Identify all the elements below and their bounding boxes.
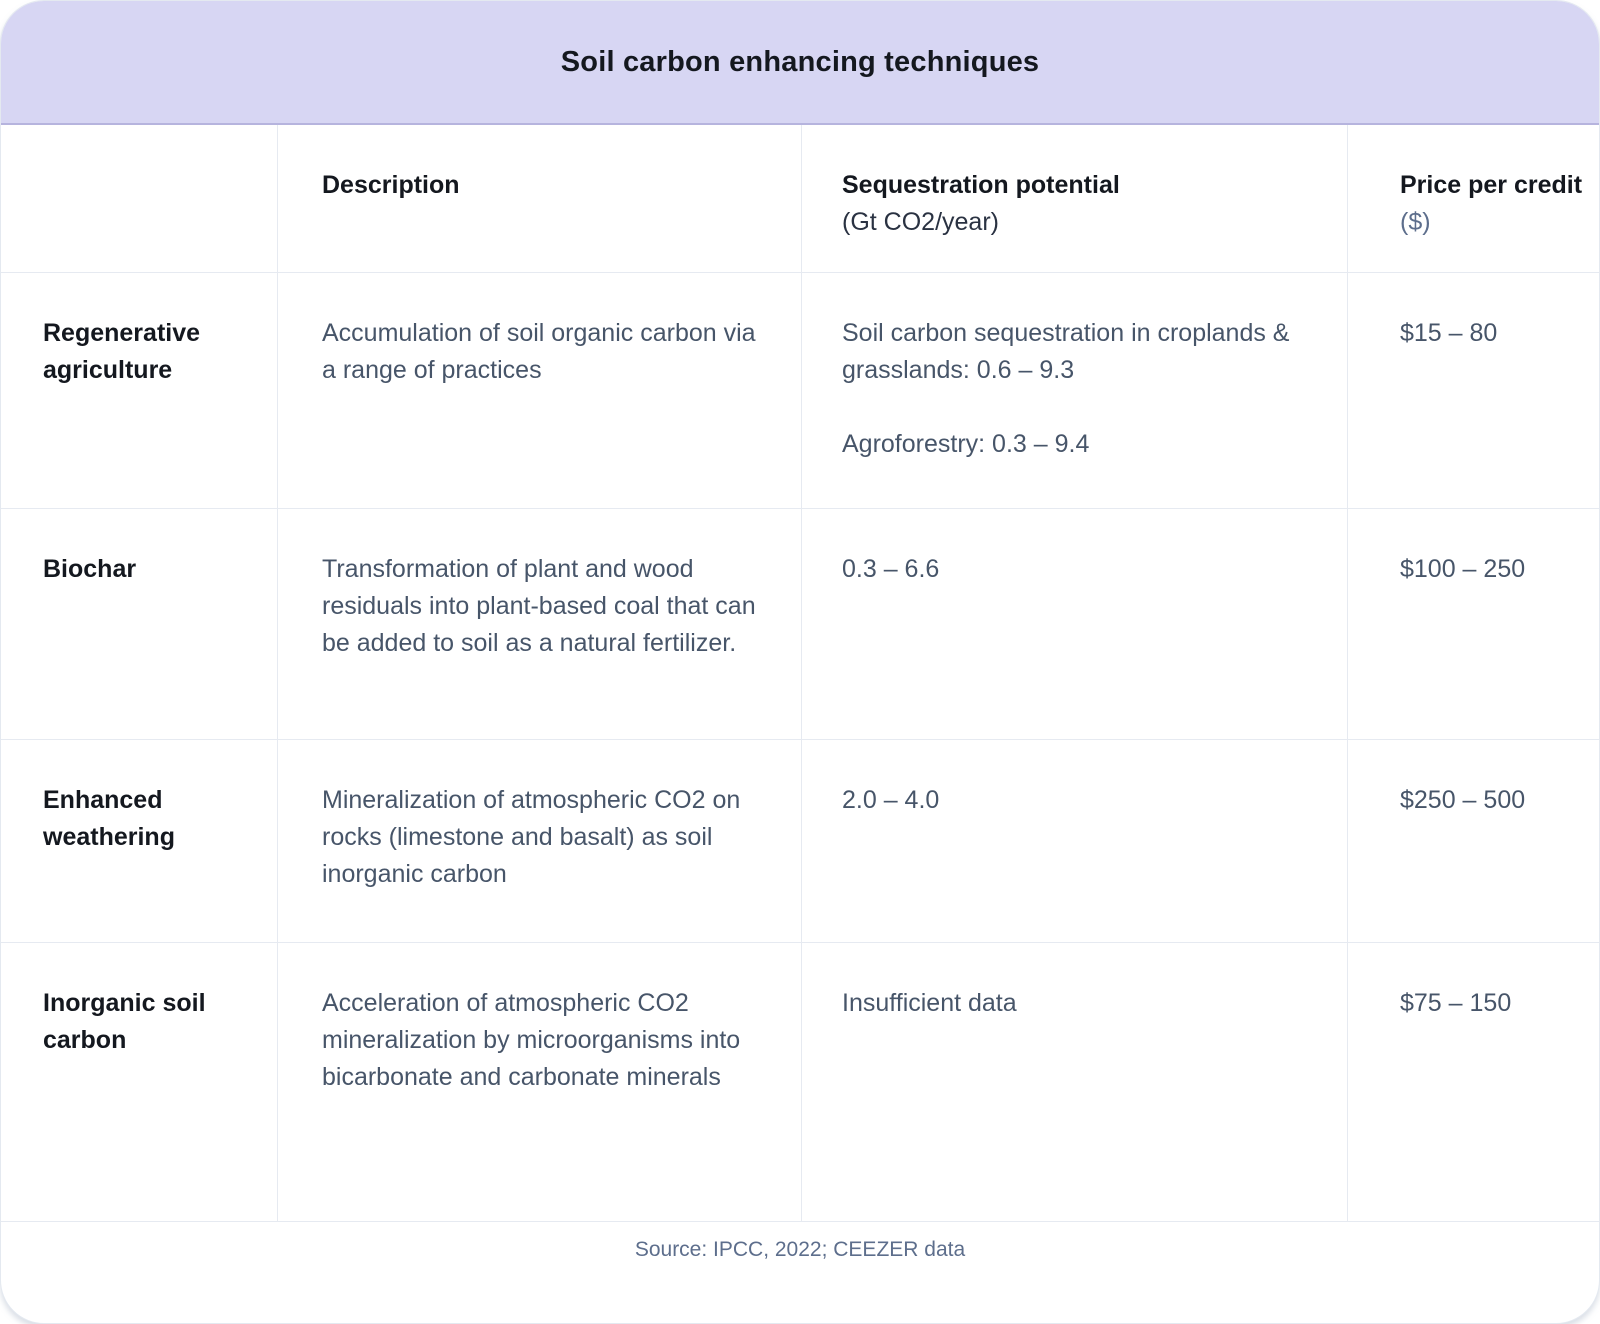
description-biochar: Transformation of plant and wood residua… (278, 509, 802, 740)
column-header-description: Description (278, 125, 802, 273)
description-inorganic-soil-carbon: Acceleration of atmospheric CO2 minerali… (278, 943, 802, 1222)
sequestration-regenerative-agriculture: Soil carbon sequestration in croplands &… (802, 273, 1348, 509)
description-enhanced-weathering: Mineralization of atmospheric CO2 on roc… (278, 740, 802, 943)
sequestration-biochar: 0.3 – 6.6 (802, 509, 1348, 740)
sequestration-agroforestry-value: Agroforestry: 0.3 – 9.4 (842, 430, 1090, 458)
row-label-inorganic-soil-carbon: Inorganic soil carbon (1, 943, 278, 1222)
row-label-enhanced-weathering: Enhanced weathering (1, 740, 278, 943)
column-header-sequestration-label: Sequestration potential (842, 171, 1120, 199)
sequestration-croplands-value: Soil carbon sequestration in croplands &… (842, 319, 1290, 384)
techniques-table: Description Sequestration potential (Gt … (1, 125, 1599, 1323)
column-header-technique (1, 125, 278, 273)
sequestration-biochar-value: 0.3 – 6.6 (842, 555, 940, 583)
sequestration-inorganic-soil-carbon-value: Insufficient data (842, 989, 1017, 1017)
price-regenerative-agriculture: $15 – 80 (1348, 273, 1599, 509)
column-header-price: Price per credit ($) (1348, 125, 1599, 273)
column-header-description-label: Description (322, 171, 460, 199)
price-enhanced-weathering: $250 – 500 (1348, 740, 1599, 943)
page-title: Soil carbon enhancing techniques (560, 45, 1040, 78)
title-band: Soil carbon enhancing techniques (1, 1, 1599, 125)
sequestration-enhanced-weathering-value: 2.0 – 4.0 (842, 786, 940, 814)
source-note: Source: IPCC, 2022; CEEZER data (634, 1238, 966, 1261)
row-label-regenerative-agriculture: Regenerative agriculture (1, 273, 278, 509)
description-regenerative-agriculture: Accumulation of soil organic carbon via … (278, 273, 802, 509)
sequestration-inorganic-soil-carbon: Insufficient data (802, 943, 1348, 1222)
row-label-biochar: Biochar (1, 509, 278, 740)
price-biochar: $100 – 250 (1348, 509, 1599, 740)
column-header-sequestration: Sequestration potential (Gt CO2/year) (802, 125, 1348, 273)
column-header-price-label: Price per credit (1400, 171, 1583, 199)
column-header-price-unit: ($) (1400, 208, 1431, 236)
column-header-sequestration-unit: (Gt CO2/year) (842, 208, 999, 236)
sequestration-enhanced-weathering: 2.0 – 4.0 (802, 740, 1348, 943)
price-inorganic-soil-carbon: $75 – 150 (1348, 943, 1599, 1222)
